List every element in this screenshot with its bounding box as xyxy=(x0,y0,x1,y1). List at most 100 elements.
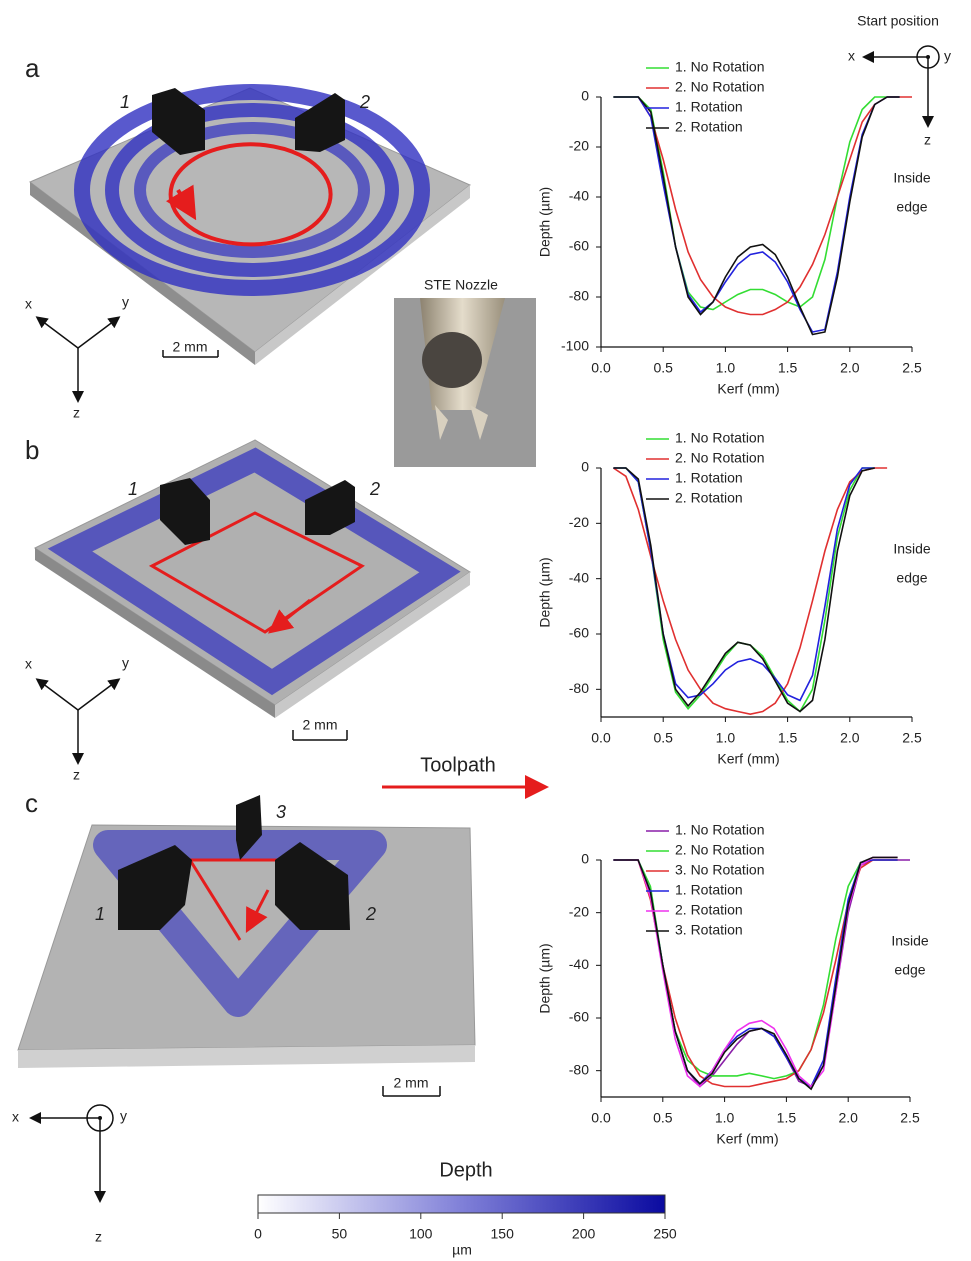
scale-bar-label: 2 mm xyxy=(303,717,338,733)
legend-label: 1. Rotation xyxy=(675,882,743,898)
y-tick-label: -40 xyxy=(569,956,589,972)
colorbar-tick-label: 50 xyxy=(332,1226,348,1242)
nozzle-label: 2 xyxy=(369,479,380,499)
y-axis-label: Depth (µm) xyxy=(537,557,553,627)
figure: a 1 2 2 mm x y z STE Nozzle b 1 2 2 mm x… xyxy=(0,0,971,1261)
start-position-title: Start position xyxy=(857,13,939,29)
legend-label: 1. Rotation xyxy=(675,470,743,486)
nozzle-label: 1 xyxy=(128,479,138,499)
x-tick-label: 1.0 xyxy=(715,1110,735,1126)
y-tick-label: -20 xyxy=(569,514,589,530)
colorbar-title: Depth xyxy=(439,1159,492,1181)
x-tick-label: 1.0 xyxy=(716,360,736,376)
data-line xyxy=(613,857,897,1089)
axis-letter: z xyxy=(73,767,80,783)
annotation: Inside xyxy=(893,170,931,186)
y-tick-label: -20 xyxy=(569,903,589,919)
x-tick-label: 2.5 xyxy=(902,360,922,376)
panel-b-image xyxy=(35,440,470,762)
legend-label: 3. No Rotation xyxy=(675,862,765,878)
inset-title: STE Nozzle xyxy=(424,277,498,293)
data-line xyxy=(626,860,898,1087)
toolpath-label: Toolpath xyxy=(420,754,496,776)
x-tick-label: 2.0 xyxy=(840,730,860,746)
legend-label: 1. No Rotation xyxy=(675,430,765,446)
legend-label: 2. Rotation xyxy=(675,490,743,506)
y-tick-label: 0 xyxy=(581,851,589,867)
x-axis-label: Kerf (mm) xyxy=(717,381,779,397)
scale-bar-label: 2 mm xyxy=(173,339,208,355)
y-tick-label: 0 xyxy=(581,88,589,104)
x-tick-label: 0.5 xyxy=(653,360,673,376)
legend-label: 2. Rotation xyxy=(675,902,743,918)
colorbar-tick-label: 100 xyxy=(409,1226,433,1242)
x-tick-label: 0.0 xyxy=(591,360,611,376)
axis-letter: x xyxy=(12,1109,19,1125)
legend-label: 1. No Rotation xyxy=(675,59,765,75)
axis-letter: x xyxy=(25,296,32,312)
data-line xyxy=(613,860,910,1087)
data-line xyxy=(613,468,874,712)
axis-letter: y xyxy=(944,48,951,64)
legend-label: 2. Rotation xyxy=(675,119,743,135)
colorbar-tick-label: 250 xyxy=(653,1226,677,1242)
y-tick-label: -60 xyxy=(569,238,589,254)
nozzle-inset xyxy=(394,298,536,467)
y-tick-label: -60 xyxy=(569,1009,589,1025)
y-tick-label: -80 xyxy=(569,680,589,696)
x-tick-label: 0.5 xyxy=(653,730,673,746)
x-tick-label: 1.5 xyxy=(778,730,798,746)
annotation: edge xyxy=(896,199,927,215)
x-axis-label: Kerf (mm) xyxy=(716,1131,778,1147)
data-line xyxy=(613,860,897,1087)
x-tick-label: 0.0 xyxy=(591,730,611,746)
axis-letter: y xyxy=(120,1108,127,1124)
x-tick-label: 2.5 xyxy=(902,730,922,746)
y-axis-label: Depth (µm) xyxy=(537,943,553,1013)
axis-letter: z xyxy=(924,132,931,148)
annotation: Inside xyxy=(893,541,931,557)
axis-letter: x xyxy=(848,48,855,64)
axis-letter: y xyxy=(122,294,129,310)
y-tick-label: -80 xyxy=(569,288,589,304)
y-tick-label: -80 xyxy=(569,1061,589,1077)
y-tick-label: 0 xyxy=(581,459,589,475)
colorbar-tick-label: 0 xyxy=(254,1226,262,1242)
legend-label: 1. No Rotation xyxy=(675,822,765,838)
legend-label: 3. Rotation xyxy=(675,922,743,938)
axis-letter: y xyxy=(122,655,129,671)
x-tick-label: 1.5 xyxy=(777,1110,797,1126)
annotation: edge xyxy=(894,962,925,978)
legend-label: 1. Rotation xyxy=(675,99,743,115)
y-tick-label: -20 xyxy=(569,138,589,154)
nozzle-label: 1 xyxy=(120,92,130,112)
x-tick-label: 0.0 xyxy=(591,1110,611,1126)
panel-label: b xyxy=(25,435,39,465)
axis-letter: z xyxy=(73,405,80,421)
nozzle-label: 1 xyxy=(95,904,105,924)
data-line xyxy=(613,97,899,310)
scale-bar-label: 2 mm xyxy=(394,1075,429,1091)
legend-label: 2. No Rotation xyxy=(675,79,765,95)
data-line xyxy=(613,97,899,332)
legend-label: 2. No Rotation xyxy=(675,450,765,466)
y-axis-label: Depth (µm) xyxy=(537,187,553,257)
annotation: edge xyxy=(896,570,927,586)
y-tick-label: -60 xyxy=(569,625,589,641)
nozzle-label: 2 xyxy=(365,904,376,924)
legend-label: 2. No Rotation xyxy=(675,842,765,858)
colorbar-tick-label: 150 xyxy=(491,1226,515,1242)
axis-letter: x xyxy=(25,656,32,672)
nozzle-label: 2 xyxy=(359,92,370,112)
annotation: Inside xyxy=(891,933,929,949)
nozzle-label: 3 xyxy=(276,802,286,822)
colorbar xyxy=(258,1195,665,1213)
colorbar-tick-label: 200 xyxy=(572,1226,596,1242)
panel-c-image xyxy=(18,795,475,1200)
data-line xyxy=(613,97,899,335)
data-line xyxy=(613,468,874,712)
y-tick-label: -100 xyxy=(561,338,589,354)
y-tick-label: -40 xyxy=(569,188,589,204)
data-line xyxy=(613,860,897,1079)
x-tick-label: 1.5 xyxy=(778,360,798,376)
